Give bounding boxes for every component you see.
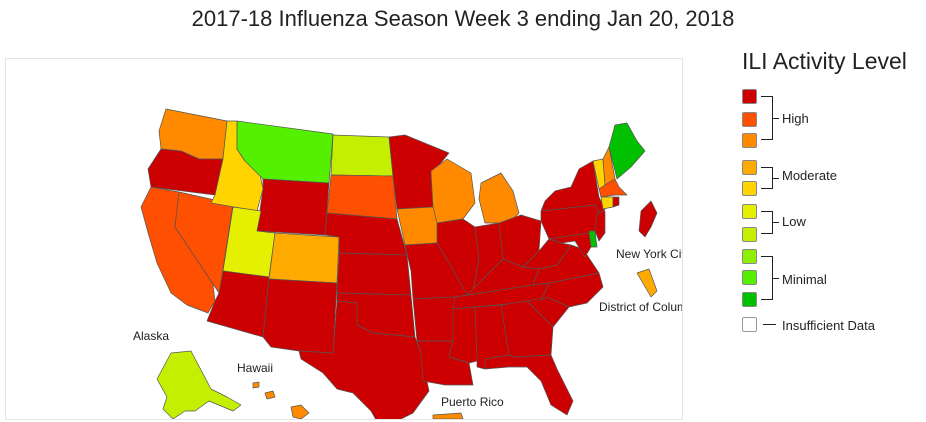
state-hawaii-island-2[interactable] — [264, 390, 276, 400]
state-colorado[interactable] — [268, 232, 340, 284]
new-york-city-region[interactable] — [638, 200, 658, 238]
legend-swatch-moderate-1 — [742, 160, 757, 175]
legend-swatch-minimal-2 — [742, 270, 757, 285]
legend-swatch-low-1 — [742, 204, 757, 219]
us-ili-map[interactable]: Alaska Hawaii New York City District of … — [5, 58, 683, 420]
state-alaska[interactable] — [156, 350, 242, 419]
legend-label-moderate: Moderate — [782, 168, 837, 183]
state-michigan[interactable] — [478, 172, 520, 224]
state-north-dakota[interactable] — [330, 134, 394, 177]
legend-bracket-high — [761, 96, 773, 140]
state-texas[interactable] — [298, 300, 430, 419]
legend-swatch-high-2 — [742, 112, 757, 127]
state-florida[interactable] — [484, 354, 574, 416]
legend-swatch-minimal-1 — [742, 249, 757, 264]
legend-label-low: Low — [782, 214, 806, 229]
legend-label-insufficient-data: Insufficient Data — [782, 318, 875, 333]
page-title: 2017-18 Influenza Season Week 3 ending J… — [191, 6, 735, 31]
state-connecticut[interactable] — [600, 196, 614, 210]
state-south-dakota[interactable] — [326, 174, 398, 220]
legend-bracket-tick-minimal — [773, 278, 779, 279]
state-kansas[interactable] — [336, 252, 412, 296]
state-new-jersey[interactable] — [594, 210, 606, 242]
legend-bracket-minimal — [761, 256, 773, 300]
legend-swatch-low-2 — [742, 227, 757, 242]
legend-label-high: High — [782, 111, 809, 126]
legend-bracket-low — [761, 211, 773, 234]
legend-bracket-tick-high — [773, 118, 779, 119]
state-maine[interactable] — [608, 122, 646, 180]
legend-swatch-insufficient-data — [742, 317, 757, 332]
state-hawaii[interactable] — [290, 404, 310, 419]
legend: ILI Activity Level High Moderate Low Min… — [742, 48, 922, 408]
legend-swatch-high-1 — [742, 89, 757, 104]
legend-label-minimal: Minimal — [782, 272, 827, 287]
state-arizona[interactable] — [206, 270, 270, 338]
state-mississippi[interactable] — [448, 306, 478, 364]
state-rhode-island[interactable] — [612, 196, 620, 208]
label-new-york-city: New York City — [616, 247, 682, 261]
legend-bracket-tick-low — [773, 222, 779, 223]
label-puerto-rico: Puerto Rico — [441, 395, 504, 409]
map-canvas: Alaska Hawaii New York City District of … — [133, 108, 682, 419]
legend-swatch-minimal-3 — [742, 292, 757, 307]
state-new-york[interactable] — [540, 160, 606, 216]
state-arkansas[interactable] — [412, 296, 456, 342]
label-district-of-columbia: District of Columbia — [599, 300, 682, 314]
legend-bracket-moderate — [761, 167, 773, 189]
state-maryland[interactable] — [548, 232, 592, 258]
state-hawaii-island-3[interactable] — [252, 381, 260, 389]
state-wisconsin[interactable] — [430, 158, 476, 224]
state-wyoming[interactable] — [256, 178, 330, 236]
legend-bracket-tick-moderate — [773, 178, 779, 179]
label-hawaii: Hawaii — [237, 361, 273, 375]
state-new-mexico[interactable] — [262, 278, 338, 354]
legend-swatch-high-3 — [742, 133, 757, 148]
puerto-rico-region[interactable] — [432, 412, 464, 419]
district-of-columbia-region[interactable] — [636, 268, 658, 298]
legend-swatch-moderate-2 — [742, 181, 757, 196]
legend-dash-insufficient-data — [763, 324, 776, 325]
legend-title: ILI Activity Level — [742, 48, 907, 74]
label-alaska: Alaska — [133, 329, 169, 343]
